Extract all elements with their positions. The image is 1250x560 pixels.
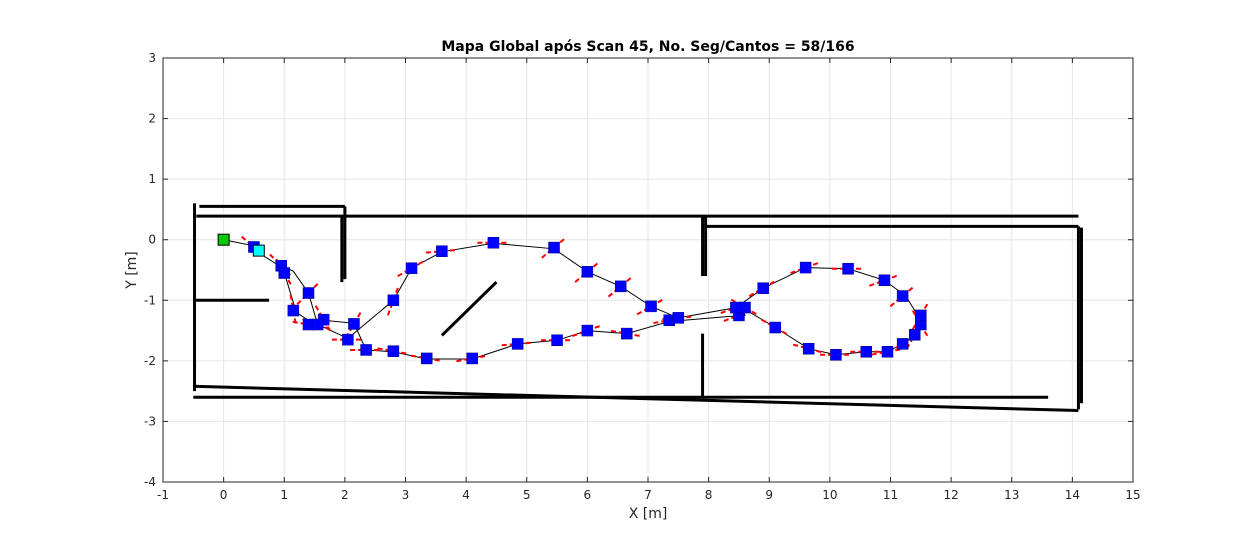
pose-marker (311, 318, 324, 331)
pose-marker (896, 290, 909, 302)
heading-dash (911, 301, 930, 330)
pose-marker (621, 327, 633, 340)
pose-marker (802, 342, 815, 355)
pose-marker (487, 236, 500, 249)
pose-marker (287, 304, 300, 317)
x-tick-label: 6 (584, 488, 592, 502)
pose-marker (860, 346, 872, 358)
x-axis-label: X [m] (629, 506, 668, 522)
x-tick-label: 0 (220, 488, 228, 502)
x-tick-label: 5 (523, 488, 531, 502)
x-tick-label: -1 (157, 488, 169, 502)
x-tick-label: 1 (280, 488, 288, 502)
y-tick-label: -3 (144, 414, 156, 428)
pose-marker (548, 241, 560, 254)
x-tick-label: 15 (1125, 488, 1140, 502)
x-tick-label: 8 (705, 488, 713, 502)
pose-marker (614, 280, 627, 293)
heading-dash (662, 315, 695, 321)
map-walls (193, 203, 1083, 413)
y-tick-label: 3 (148, 51, 156, 65)
pose-marker (278, 267, 290, 279)
pose-marker (420, 352, 433, 365)
pose-marker (881, 346, 894, 358)
pose-marker (672, 312, 685, 324)
y-tick-label: -1 (144, 293, 156, 307)
y-tick-label: 2 (148, 112, 156, 126)
chart-title: Mapa Global após Scan 45, No. Seg/Cantos… (441, 39, 854, 55)
special-markers (217, 233, 265, 257)
pose-marker (342, 333, 354, 346)
pose-marker (878, 274, 891, 287)
wall-segment (193, 384, 1079, 413)
y-axis-label: Y [m] (124, 251, 140, 290)
pose-marker (581, 266, 594, 278)
pose-marker (405, 262, 418, 274)
x-tick-label: 9 (765, 488, 773, 502)
pose-marker (896, 338, 909, 350)
x-tick-label: 11 (883, 488, 898, 502)
pose-marker (645, 300, 657, 313)
pose-marker (387, 345, 400, 357)
x-tick-label: 3 (402, 488, 410, 502)
pose-marker (436, 245, 448, 257)
pose-marker (730, 301, 742, 314)
pose-marker (302, 287, 315, 299)
x-tick-label: 14 (1065, 488, 1080, 502)
pose-marker (387, 294, 400, 307)
pose-marker (769, 321, 782, 334)
start-marker (217, 233, 230, 246)
pose-markers (241, 235, 930, 365)
pose-marker (551, 334, 563, 347)
x-tick-label: 12 (943, 488, 958, 502)
pose-marker (511, 338, 524, 350)
y-tick-label: 1 (148, 172, 156, 186)
pose-marker (466, 352, 478, 365)
y-tick-label: -4 (144, 475, 156, 489)
heading-dash (501, 341, 534, 347)
y-tick-label: 0 (148, 233, 156, 247)
x-tick-label: 2 (341, 488, 349, 502)
pose-marker (799, 261, 812, 274)
x-tick-label: 7 (644, 488, 652, 502)
pose-marker (348, 318, 360, 330)
pose-marker (757, 282, 769, 294)
pose-marker (909, 329, 921, 341)
pose-marker (581, 324, 594, 337)
wall-segment (440, 281, 498, 337)
pose-marker (830, 349, 842, 361)
x-tick-label: 4 (462, 488, 470, 502)
pose-marker (360, 344, 372, 356)
pose-marker (915, 309, 927, 322)
y-tick-label: -2 (144, 354, 156, 368)
heading-dash (610, 329, 643, 338)
x-tick-label: 10 (822, 488, 837, 502)
current-pose-marker (252, 244, 265, 257)
pose-marker (842, 263, 854, 275)
x-tick-label: 13 (1004, 488, 1019, 502)
